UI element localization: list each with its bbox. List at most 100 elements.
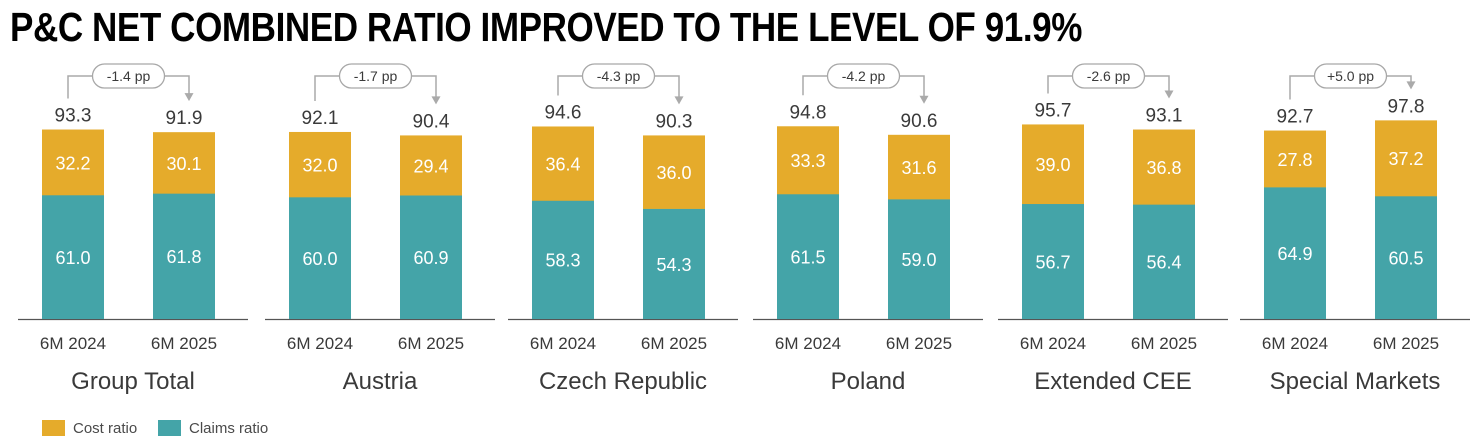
cost-value-label: 30.1: [166, 154, 201, 174]
arrow-down-icon: [1406, 81, 1416, 90]
cost-value-label: 32.0: [302, 155, 337, 175]
total-value-label: 90.4: [413, 111, 450, 132]
cost-value-label: 36.4: [545, 154, 580, 174]
x-tick-label: 6M 2024: [530, 334, 596, 353]
x-tick-label: 6M 2024: [775, 334, 841, 353]
x-tick-label: 6M 2025: [641, 334, 707, 353]
cost-ratio-swatch: [42, 420, 65, 436]
change-connector: [802, 75, 925, 97]
change-badge: [1313, 63, 1388, 89]
x-tick-label: 6M 2025: [886, 334, 952, 353]
page-title: P&C NET COMBINED RATIO IMPROVED TO THE L…: [10, 4, 1082, 50]
x-tick-label: 6M 2024: [1262, 334, 1328, 353]
claims-bar: [42, 194, 104, 319]
total-value-label: 90.6: [901, 111, 938, 132]
x-tick-label: 6M 2025: [1131, 334, 1197, 353]
change-label: -1.7 pp: [354, 68, 398, 84]
total-value-label: 93.3: [55, 106, 92, 127]
change-connector: [314, 75, 437, 101]
total-value-label: 95.7: [1035, 100, 1072, 121]
cost-bar: [1133, 129, 1195, 205]
change-badge: [826, 63, 901, 89]
claims-bar: [532, 200, 594, 319]
total-value-label: 94.6: [545, 102, 582, 123]
arrow-down-icon: [184, 93, 194, 102]
cost-bar: [400, 135, 462, 196]
claims-value-label: 61.8: [166, 247, 201, 267]
arrow-down-icon: [431, 96, 441, 105]
legend-item-claims: Claims ratio: [158, 418, 268, 438]
claims-value-label: 54.3: [656, 255, 691, 275]
total-value-label: 92.7: [1277, 107, 1314, 128]
panel-title: Extended CEE: [1034, 368, 1191, 395]
x-tick-label: 6M 2024: [40, 334, 106, 353]
cost-bar: [153, 132, 215, 194]
cost-bar: [643, 135, 705, 209]
claims-value-label: 61.5: [790, 247, 825, 267]
change-badge: [338, 63, 413, 89]
change-connector: [1047, 75, 1170, 94]
change-badge: [581, 63, 656, 89]
x-tick-label: 6M 2024: [1020, 334, 1086, 353]
panel-title: Austria: [343, 368, 418, 395]
panel-title: Group Total: [71, 368, 195, 395]
change-connector: [557, 75, 680, 98]
panel-title: Special Markets: [1270, 368, 1441, 395]
cost-value-label: 32.2: [55, 153, 90, 173]
cost-value-label: 27.8: [1277, 150, 1312, 170]
legend-item-cost: Cost ratio: [42, 418, 137, 438]
cost-bar: [1264, 130, 1326, 188]
cost-bar: [532, 126, 594, 201]
total-value-label: 93.1: [1146, 106, 1183, 127]
cost-value-label: 37.2: [1388, 149, 1423, 169]
cost-value-label: 29.4: [413, 156, 448, 176]
claims-value-label: 56.4: [1146, 253, 1181, 273]
cost-bar: [289, 131, 351, 198]
legend-label-claims: Claims ratio: [189, 419, 269, 437]
claims-value-label: 59.0: [901, 250, 936, 270]
claims-value-label: 60.5: [1388, 249, 1423, 269]
change-connector: [1289, 75, 1412, 100]
claims-bar: [1022, 203, 1084, 319]
x-tick-label: 6M 2025: [151, 334, 217, 353]
total-value-label: 94.8: [790, 102, 827, 123]
claims-bar: [1375, 196, 1437, 319]
claims-value-label: 60.9: [413, 248, 448, 268]
claims-bar: [1264, 187, 1326, 319]
change-badge: [1071, 63, 1146, 89]
change-label: -4.2 pp: [842, 68, 886, 84]
claims-bar: [400, 195, 462, 319]
claims-ratio-swatch: [158, 420, 181, 436]
cost-value-label: 36.0: [656, 163, 691, 183]
cost-bar: [42, 129, 104, 196]
total-value-label: 91.9: [166, 108, 203, 129]
change-badge: [91, 63, 166, 89]
panel-title: Czech Republic: [539, 368, 707, 395]
arrow-down-icon: [1164, 90, 1174, 99]
claims-bar: [153, 193, 215, 319]
change-label: -4.3 pp: [597, 68, 641, 84]
change-label: -2.6 pp: [1087, 68, 1131, 84]
x-tick-label: 6M 2025: [1373, 334, 1439, 353]
claims-value-label: 60.0: [302, 249, 337, 269]
arrow-down-icon: [919, 95, 929, 104]
claims-bar: [777, 193, 839, 319]
cost-value-label: 39.0: [1035, 155, 1070, 175]
cost-bar: [1375, 120, 1437, 197]
claims-value-label: 64.9: [1277, 244, 1312, 264]
claims-value-label: 56.7: [1035, 252, 1070, 272]
legend-label-cost: Cost ratio: [73, 419, 138, 437]
cost-value-label: 36.8: [1146, 158, 1181, 178]
cost-value-label: 33.3: [790, 151, 825, 171]
change-label: +5.0 pp: [1327, 68, 1374, 84]
claims-value-label: 58.3: [545, 251, 580, 271]
claims-bar: [289, 197, 351, 319]
total-value-label: 97.8: [1388, 96, 1425, 117]
change-connector: [67, 75, 190, 99]
cost-bar: [1022, 124, 1084, 205]
panel-title: Poland: [831, 368, 906, 395]
x-tick-label: 6M 2024: [287, 334, 353, 353]
cost-bar: [888, 134, 950, 200]
arrow-down-icon: [674, 96, 684, 105]
